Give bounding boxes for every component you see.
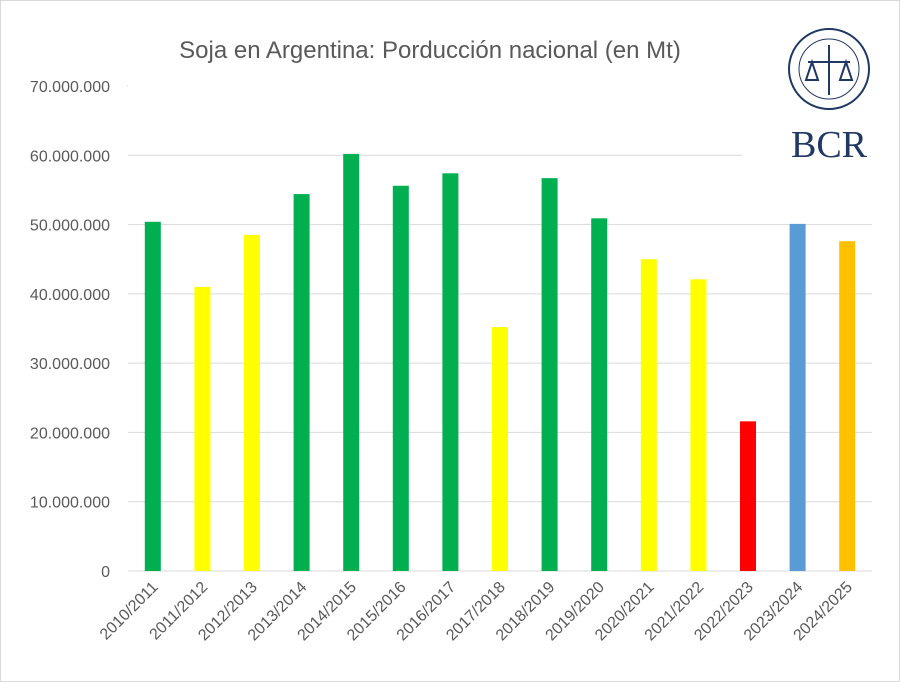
- logo-text: BCR: [791, 124, 868, 166]
- bar-2021/2022: [690, 279, 707, 571]
- bar-2023/2024: [789, 223, 806, 571]
- bar-2020/2021: [640, 259, 657, 571]
- bar-2015/2016: [392, 185, 409, 571]
- y-tick-label: 10.000.000: [30, 495, 110, 512]
- bar-2016/2017: [442, 173, 459, 572]
- y-tick-label: 70.000.000: [30, 79, 110, 96]
- y-tick-label: 0: [101, 564, 110, 581]
- bcr-logo: BCR: [788, 28, 870, 166]
- y-tick-label: 20.000.000: [30, 425, 110, 442]
- y-tick-label: 40.000.000: [30, 287, 110, 304]
- bar-2012/2013: [244, 234, 260, 571]
- bar-2022/2023: [740, 421, 756, 571]
- bar-2024/2025: [839, 241, 856, 571]
- y-tick-label: 30.000.000: [30, 356, 110, 373]
- bar-2011/2012: [194, 286, 211, 571]
- bar-2017/2018: [492, 327, 508, 571]
- y-tick-label: 50.000.000: [30, 218, 110, 235]
- bar-2014/2015: [343, 153, 360, 571]
- bar-2010/2011: [144, 221, 161, 572]
- bar-2019/2020: [591, 218, 608, 572]
- bar-2013/2014: [293, 194, 310, 572]
- chart-title: Soja en Argentina: Porducción nacional (…: [179, 37, 681, 64]
- y-tick-label: 60.000.000: [30, 148, 110, 165]
- bar-2018/2019: [541, 178, 558, 571]
